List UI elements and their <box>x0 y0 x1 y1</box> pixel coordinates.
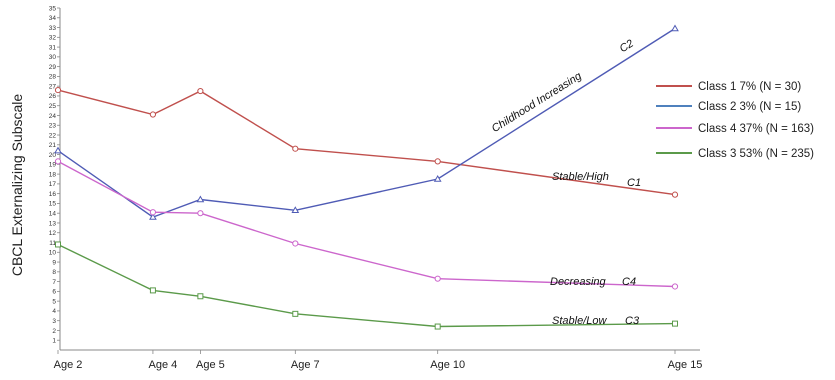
x-tick-label: Age 15 <box>668 359 703 371</box>
y-tick-label: 25 <box>49 103 57 110</box>
data-point <box>197 210 204 217</box>
series-1 <box>54 86 679 198</box>
y-tick-label: 16 <box>49 191 57 198</box>
legend-item: Class 2 3% (N = 15) <box>656 101 801 113</box>
data-point <box>292 310 299 317</box>
data-point <box>433 174 442 182</box>
annotation-stable-low: Stable/Low <box>552 315 607 327</box>
data-point <box>292 240 299 247</box>
y-tick-label: 19 <box>49 162 57 169</box>
data-point <box>434 158 441 165</box>
y-tick-label: 10 <box>49 250 57 257</box>
y-tick-label: 24 <box>49 113 57 120</box>
x-tick-label: Age 7 <box>291 359 320 371</box>
legend-label: Class 3 53% (N = 235) <box>698 148 814 160</box>
y-tick-label: 32 <box>49 35 57 42</box>
y-axis-title: CBCL Externalizing Subscale <box>9 94 25 277</box>
y-tick-label: 23 <box>49 123 57 130</box>
y-tick-label: 15 <box>49 201 57 208</box>
annotation-stable-high: Stable/High <box>552 171 609 183</box>
y-tick-label: 17 <box>49 181 57 188</box>
series-4 <box>55 241 678 330</box>
data-point <box>54 146 62 154</box>
data-point <box>149 209 157 216</box>
x-tick-label: Age 4 <box>149 359 178 371</box>
legend-item: Class 4 37% (N = 163) <box>656 123 814 135</box>
y-tick-label: 8 <box>52 269 56 276</box>
y-tick-label: 6 <box>52 289 56 296</box>
series-line <box>57 160 676 288</box>
y-tick-label: 35 <box>49 5 57 12</box>
annotation-childhood-increasing: Childhood Increasing C2 <box>490 38 636 135</box>
y-tick-label: 26 <box>49 93 57 100</box>
y-tick-label: 3 <box>52 318 56 325</box>
y-tick-label: 33 <box>49 25 57 32</box>
y-tick-label: 11 <box>49 240 56 247</box>
data-point <box>197 87 204 95</box>
annotation-stable-low-tag: C3 <box>625 315 640 327</box>
y-tick-label: 2 <box>52 328 56 335</box>
y-tick-label: 28 <box>49 74 57 81</box>
y-tick-label: 22 <box>49 132 57 139</box>
series-layer <box>54 24 679 330</box>
y-tick-label: 27 <box>49 83 57 90</box>
y-tick-label: 18 <box>49 171 57 178</box>
annotation-text: Childhood Increasing <box>490 70 585 135</box>
y-tick-label: 20 <box>49 152 57 159</box>
y-tick-labels: 1234567891011121314151617181920212223242… <box>49 5 60 345</box>
y-tick-label: 14 <box>49 211 57 218</box>
y-tick-label: 12 <box>49 230 57 237</box>
data-point <box>149 213 157 220</box>
data-point <box>434 275 441 282</box>
data-point <box>55 241 61 248</box>
data-point <box>149 111 157 118</box>
series-line <box>57 27 676 218</box>
y-tick-label: 4 <box>52 308 56 315</box>
data-point <box>671 24 679 32</box>
data-point <box>292 145 299 152</box>
y-tick-label: 7 <box>52 279 56 286</box>
y-tick-label: 31 <box>49 44 57 51</box>
series-line <box>57 243 676 328</box>
x-tick-label: Age 2 <box>54 359 83 371</box>
data-point <box>196 195 205 203</box>
annotation-decreasing-tag: C4 <box>622 276 636 288</box>
data-point <box>54 158 62 165</box>
annotation-decreasing: Decreasing <box>550 276 607 288</box>
x-tick-labels: Age 2 Age 4 Age 5 Age 7 Age 10 Age 15 <box>54 350 703 371</box>
y-tick-label: 9 <box>52 259 56 266</box>
y-tick-label: 21 <box>49 142 57 149</box>
legend-label: Class 2 3% (N = 15) <box>698 101 801 113</box>
x-tick-label: Age 5 <box>196 359 225 371</box>
annotation-stable-high-tag: C1 <box>627 177 641 189</box>
legend-label: Class 4 37% (N = 163) <box>698 123 814 135</box>
data-point <box>672 320 678 327</box>
data-point <box>671 191 679 198</box>
series-2 <box>54 24 679 220</box>
y-tick-label: 30 <box>49 54 57 61</box>
data-point <box>434 323 441 330</box>
legend-item: Class 1 7% (N = 30) <box>656 81 801 93</box>
y-tick-label: 29 <box>49 64 57 71</box>
data-point <box>671 283 679 290</box>
y-tick-label: 13 <box>49 220 57 227</box>
legend: Class 1 7% (N = 30) Class 2 3% (N = 15) … <box>656 81 814 160</box>
series-line <box>57 89 676 196</box>
data-point <box>54 86 62 94</box>
data-point <box>291 206 300 213</box>
y-tick-label: 34 <box>49 15 57 22</box>
y-tick-label: 5 <box>52 298 56 305</box>
y-tick-label: 1 <box>52 338 56 345</box>
legend-label: Class 1 7% (N = 30) <box>698 81 801 93</box>
series-3 <box>54 158 679 290</box>
annotation-tag: C2 <box>618 38 636 56</box>
data-point <box>197 293 204 300</box>
x-tick-label: Age 10 <box>430 359 465 371</box>
data-point <box>149 287 156 294</box>
legend-item: Class 3 53% (N = 235) <box>656 148 814 160</box>
